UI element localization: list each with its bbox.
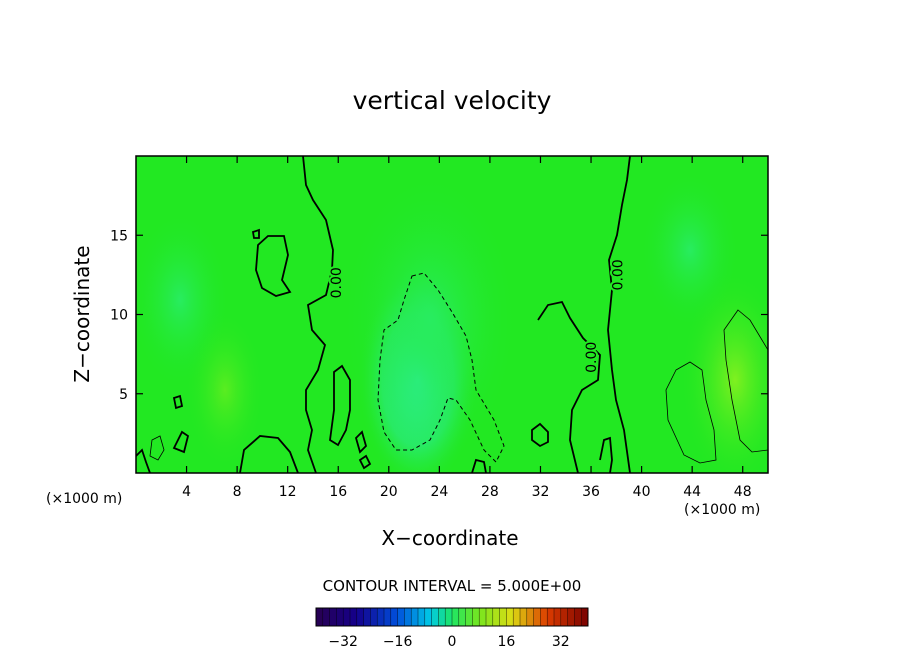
colorbar-swatch: [581, 608, 589, 626]
x-unit-label-left: (×1000 m): [46, 491, 123, 507]
colorbar-swatch: [390, 608, 399, 626]
colorbar-swatch: [356, 608, 365, 626]
closed-contour-c: [531, 422, 549, 448]
colorbar-swatch: [438, 608, 446, 626]
colorbar-swatch: [363, 608, 371, 626]
closed-contour-f: [136, 448, 151, 473]
colorbar-swatch: [316, 608, 324, 626]
colorbar-swatch: [458, 608, 467, 626]
contour-label: 0.00: [611, 259, 627, 290]
colorbar-tick-label: −16: [383, 634, 413, 650]
contour-interval-label: CONTOUR INTERVAL = 5.000E+00: [322, 577, 582, 595]
zero-contours: [136, 156, 631, 473]
colorbar-swatch: [499, 608, 507, 626]
positive-contour-right-inner: [665, 361, 717, 464]
colorbar-swatch: [506, 608, 514, 626]
colorbar-swatch: [520, 608, 528, 626]
closed-contour-b: [329, 364, 351, 447]
x-axis-label: X−coordinate: [381, 526, 519, 550]
closed-contour-g: [354, 430, 368, 454]
y-tick-label: 10: [110, 308, 128, 324]
closed-contour-k: [471, 458, 487, 473]
chart-title: vertical velocity: [352, 86, 552, 115]
updraft-zone-right: [680, 270, 768, 473]
colorbar-tick-label: 0: [448, 634, 457, 650]
x-tick-label: 36: [582, 484, 600, 500]
x-tick-label: 24: [430, 484, 448, 500]
y-tick-label: 15: [110, 228, 128, 244]
colorbar-swatch: [370, 608, 378, 626]
colorbar-swatch: [574, 608, 582, 626]
colorbar-swatch: [560, 608, 569, 626]
colorbar-swatch: [526, 608, 535, 626]
x-tick-label: 48: [734, 484, 752, 500]
x-tick-label: 4: [182, 484, 191, 500]
positive-contour-right-outer: [723, 309, 768, 453]
colorbar-tick-label: 32: [552, 634, 570, 650]
colorbar-swatch: [431, 608, 439, 626]
colorbar-swatch: [411, 608, 419, 626]
closed-contour-a: [255, 235, 292, 297]
closed-contour-i: [172, 394, 184, 410]
colorbar-swatch: [336, 608, 344, 626]
closed-contour-j: [251, 228, 260, 239]
colorbar-swatch: [329, 608, 337, 626]
colorbar-swatch: [533, 608, 541, 626]
y-tick-label: 5: [119, 387, 128, 403]
updraft-zone-left: [185, 310, 265, 470]
colorbar-swatch: [547, 608, 555, 626]
x-tick-label: 20: [380, 484, 398, 500]
colorbar-swatch: [567, 608, 575, 626]
zero-contour-left: [302, 156, 334, 473]
colorbar-tick-label: 16: [497, 634, 515, 650]
x-tick-label: 12: [279, 484, 297, 500]
zero-contour-right: [607, 156, 631, 473]
downdraft-halo: [340, 170, 520, 470]
colorbar-swatch: [513, 608, 521, 626]
colorbar-tick-label: −32: [328, 634, 358, 650]
colorbar-swatch: [397, 608, 405, 626]
colorbar-swatch: [554, 608, 562, 626]
zero-contour-mid-right: [537, 300, 601, 473]
closed-contour-l: [599, 436, 613, 473]
colorbar-swatch: [486, 608, 494, 626]
x-tick-label: 8: [233, 484, 242, 500]
colorbar-swatch: [445, 608, 453, 626]
contour-labels: 0.00 0.00 0.00: [327, 257, 629, 375]
colorbar-swatch: [343, 608, 351, 626]
x-tick-label: 44: [683, 484, 701, 500]
colorbar-swatch: [350, 608, 358, 626]
colorbar-swatch: [472, 608, 480, 626]
colorbar-swatch: [492, 608, 501, 626]
x-tick-label: 32: [532, 484, 550, 500]
closed-contour-e: [172, 430, 190, 454]
positive-contour-left: [149, 435, 165, 461]
colorbar-swatch: [479, 608, 487, 626]
x-unit-label-right: (×1000 m): [684, 502, 761, 518]
negative-contour-core: [377, 272, 505, 463]
colorbar-swatch: [540, 608, 548, 626]
x-tick-label: 28: [481, 484, 499, 500]
colorbar: −32 −16 0 16 32: [315, 607, 589, 650]
positive-contours: [149, 309, 768, 464]
negative-contours: [377, 272, 505, 463]
colorbar-swatch: [418, 608, 426, 626]
closed-contour-h: [358, 454, 372, 470]
colorbar-swatch: [465, 608, 473, 626]
colorbar-swatch: [384, 608, 392, 626]
closed-contour-d: [239, 435, 299, 473]
colorbar-swatch: [452, 608, 460, 626]
colorbar-frame: [315, 607, 589, 627]
colorbar-swatch: [404, 608, 412, 626]
colorbar-swatch: [322, 608, 331, 626]
x-tick-label: 16: [329, 484, 347, 500]
colorbar-swatch: [377, 608, 385, 626]
colorbar-swatch: [424, 608, 433, 626]
contour-label: 0.00: [584, 342, 600, 373]
contour-label: 0.00: [329, 267, 345, 298]
velocity-field: [136, 156, 768, 473]
x-tick-label: 40: [633, 484, 651, 500]
